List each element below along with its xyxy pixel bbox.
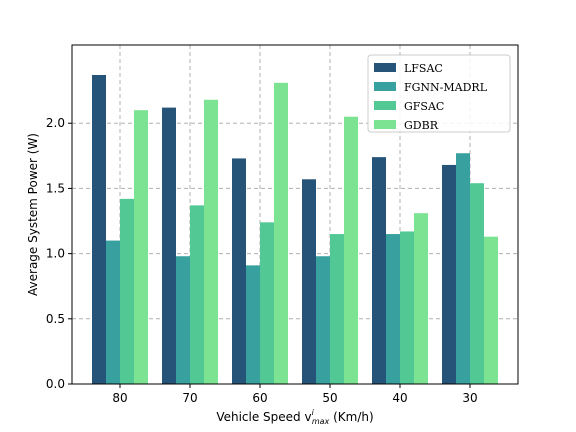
bar-lfsac-40 <box>372 157 386 384</box>
legend-swatch <box>374 120 396 129</box>
x-tick-label: 50 <box>322 391 337 405</box>
bar-fgnn-madrl-70 <box>176 256 190 384</box>
bar-fgnn-madrl-50 <box>316 256 330 384</box>
x-tick-label: 60 <box>252 391 267 405</box>
bars <box>92 74 498 385</box>
bar-gfsac-40 <box>400 231 414 384</box>
y-tick-label: 1.0 <box>46 247 65 261</box>
bar-gdbr-40 <box>414 213 428 384</box>
legend: LFSAC FGNN-MADRL GFSAC GDBR <box>367 54 511 133</box>
x-axis-label-sup: i <box>312 408 315 417</box>
y-tick-label: 0.5 <box>46 312 65 326</box>
x-tick-label: 30 <box>462 391 477 405</box>
bar-gfsac-60 <box>260 222 274 384</box>
y-axis: 0.0 0.5 1.0 1.5 2.0 <box>46 116 72 391</box>
y-axis-label: Average System Power (W) <box>26 133 40 296</box>
bar-gfsac-80 <box>120 198 134 384</box>
x-axis-label: Vehicle Speed vi max (Km/h) <box>216 408 373 426</box>
bar-gfsac-70 <box>190 205 204 384</box>
legend-box <box>367 54 511 133</box>
bar-fgnn-madrl-40 <box>386 234 400 384</box>
x-axis-label-main: Vehicle Speed v <box>216 410 311 424</box>
x-axis-label-unit: (Km/h) <box>329 410 373 424</box>
bar-gfsac-30 <box>470 183 484 384</box>
legend-swatch <box>374 63 396 72</box>
bar-gdbr-50 <box>344 116 358 384</box>
bar-fgnn-madrl-30 <box>456 153 470 384</box>
bar-lfsac-80 <box>92 74 106 384</box>
bar-lfsac-50 <box>302 179 316 384</box>
bar-fgnn-madrl-80 <box>106 240 120 384</box>
x-axis-label-sub: max <box>312 417 330 426</box>
legend-label: LFSAC <box>404 62 443 75</box>
y-tick-label: 1.5 <box>46 181 65 195</box>
bar-lfsac-60 <box>232 158 246 384</box>
legend-label: FGNN-MADRL <box>404 81 488 94</box>
x-tick-label: 80 <box>112 391 127 405</box>
bar-gdbr-80 <box>134 110 148 384</box>
bar-gfsac-50 <box>330 234 344 384</box>
x-axis: 80 70 60 50 40 30 <box>112 384 478 405</box>
legend-swatch <box>374 82 396 91</box>
legend-label: GDBR <box>404 119 439 132</box>
plot-frame <box>71 44 519 385</box>
bar-fgnn-madrl-60 <box>246 265 260 384</box>
bar-lfsac-70 <box>162 107 176 384</box>
y-tick-label: 2.0 <box>46 116 65 130</box>
legend-label: GFSAC <box>404 100 444 113</box>
bar-gdbr-70 <box>204 99 218 384</box>
y-tick-label: 0.0 <box>46 377 65 391</box>
bar-gdbr-60 <box>274 82 288 385</box>
bar-gdbr-30 <box>484 236 498 384</box>
x-tick-label: 70 <box>182 391 197 405</box>
bar-lfsac-30 <box>442 164 456 384</box>
x-tick-label: 40 <box>392 391 407 405</box>
legend-swatch <box>374 101 396 110</box>
